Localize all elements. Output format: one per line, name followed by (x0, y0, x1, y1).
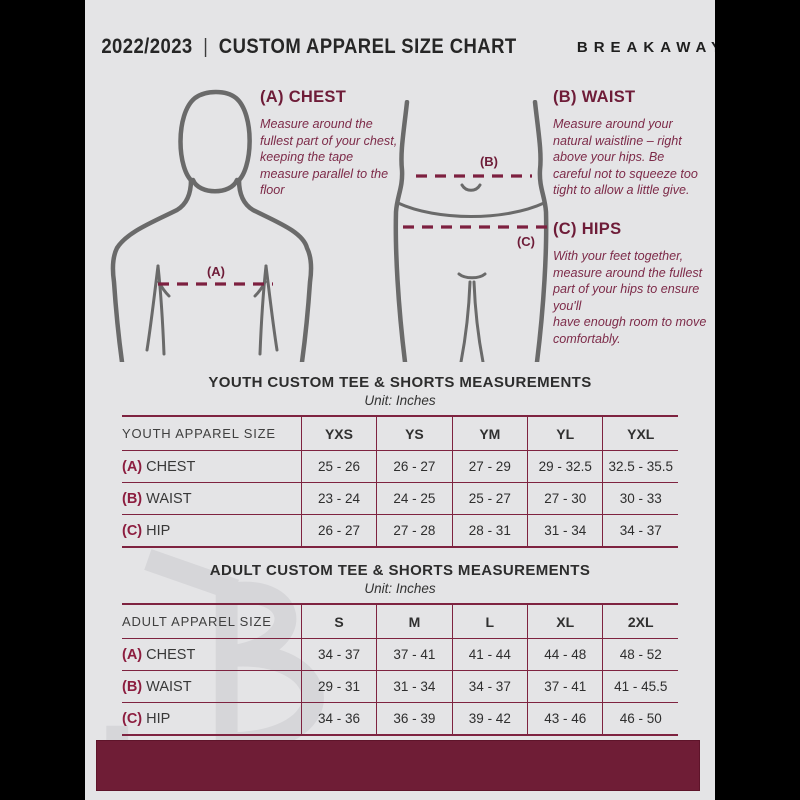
hips-line-label: (C) (517, 234, 535, 249)
measurement-cell: 31 - 34 (376, 670, 453, 703)
adult-table-title: ADULT CUSTOM TEE & SHORTS MEASUREMENTS (209, 562, 591, 579)
table-header-row: ADULT APPAREL SIZE S M L XL 2XL (122, 604, 678, 639)
row-label: (A) CHEST (122, 450, 302, 483)
table-row: (C) HIP 34 - 36 36 - 39 39 - 42 43 - 46 … (122, 702, 678, 735)
table-row: (C) HIP 26 - 27 27 - 28 28 - 31 31 - 34 … (122, 514, 678, 547)
size-header-cell: YXL (602, 416, 678, 451)
size-header-cell: YL (527, 416, 603, 451)
measurement-cell: 29 - 31 (300, 670, 377, 703)
measurement-cell: 29 - 32.5 (527, 450, 603, 483)
row-prefix: (B) (122, 678, 143, 695)
size-header-cell: YS (376, 416, 453, 451)
chest-body-text: Measure around the fullest part of your … (260, 117, 398, 198)
row-prefix: (A) (122, 458, 143, 475)
measurement-cell: 30 - 33 (602, 482, 678, 515)
header-title: 2022/2023 | CUSTOM APPAREL SIZE CHART (101, 35, 516, 59)
table-row: (B) WAIST 29 - 31 31 - 34 34 - 37 37 - 4… (122, 670, 678, 703)
measurement-cell: 23 - 24 (300, 482, 377, 515)
hips-instructions: (C) HIPS With your feet together, measur… (553, 220, 713, 348)
size-header-cell: L (451, 604, 528, 639)
measurement-cell: 37 - 41 (376, 638, 453, 671)
measurement-cell: 28 - 31 (451, 514, 528, 547)
waist-line-label: (B) (480, 154, 498, 169)
measurement-cell: 43 - 46 (527, 702, 603, 735)
adult-size-table: ADULT APPAREL SIZE S M L XL 2XL (A) CHES… (122, 603, 678, 736)
row-label-text: CHEST (146, 458, 196, 475)
measurement-cell: 27 - 28 (376, 514, 453, 547)
hips-body-text: With your feet together, measure around … (553, 249, 707, 347)
row-label: (A) CHEST (122, 638, 302, 671)
measurement-cell: 25 - 26 (300, 450, 377, 483)
measurement-cell: 32.5 - 35.5 (602, 450, 678, 483)
youth-table-title: YOUTH CUSTOM TEE & SHORTS MEASUREMENTS (208, 374, 592, 391)
measurement-cell: 37 - 41 (527, 670, 603, 703)
page-title: CUSTOM APPAREL SIZE CHART (218, 35, 517, 58)
size-header-cell: 2XL (602, 604, 678, 639)
header: 2022/2023 | CUSTOM APPAREL SIZE CHART BR… (85, 0, 715, 76)
measurement-cell: 44 - 48 (527, 638, 603, 671)
size-header-cell: YM (451, 416, 528, 451)
brand-name: BREAKAWAY (576, 38, 715, 56)
youth-table-unit: Unit: Inches (364, 393, 436, 408)
lower-body-figure-icon: (B) (C) (393, 100, 553, 362)
table-row: (A) CHEST 25 - 26 26 - 27 27 - 29 29 - 3… (122, 450, 678, 483)
row-prefix: (C) (122, 710, 143, 727)
row-label: (B) WAIST (122, 670, 302, 703)
adult-size-table-section: ADULT CUSTOM TEE & SHORTS MEASUREMENTS U… (85, 562, 715, 736)
row-prefix: (C) (122, 522, 143, 539)
measurement-cell: 46 - 50 (602, 702, 678, 735)
size-column-label: ADULT APPAREL SIZE (122, 614, 272, 629)
measurement-cell: 41 - 45.5 (602, 670, 678, 703)
waist-heading: (B) WAIST (553, 88, 636, 106)
youth-size-table-section: YOUTH CUSTOM TEE & SHORTS MEASUREMENTS U… (85, 374, 715, 548)
measurement-cell: 39 - 42 (451, 702, 528, 735)
chest-instructions: (A) CHEST Measure around the fullest par… (260, 88, 398, 199)
table-header-row: YOUTH APPAREL SIZE YXS YS YM YL YXL (122, 416, 678, 451)
row-label: (B) WAIST (122, 482, 302, 515)
adult-table-unit: Unit: Inches (364, 581, 436, 596)
youth-size-table: YOUTH APPAREL SIZE YXS YS YM YL YXL (A) … (122, 415, 678, 548)
measurement-cell: 48 - 52 (602, 638, 678, 671)
row-label-text: WAIST (146, 678, 192, 695)
size-chart-page: 2022/2023 | CUSTOM APPAREL SIZE CHART BR… (85, 0, 715, 800)
row-label: (C) HIP (122, 702, 302, 735)
row-label-text: HIP (146, 522, 171, 539)
chest-heading: (A) CHEST (260, 88, 347, 106)
hips-heading: (C) HIPS (553, 220, 622, 238)
chest-line-label: (A) (207, 264, 225, 279)
footer-bar (96, 740, 700, 791)
measurement-cell: 36 - 39 (376, 702, 453, 735)
size-header-cell: S (300, 604, 377, 639)
size-header-cell: YXS (300, 416, 377, 451)
table-row: (A) CHEST 34 - 37 37 - 41 41 - 44 44 - 4… (122, 638, 678, 671)
waist-instructions: (B) WAIST Measure around your natural wa… (553, 88, 705, 199)
measurement-cell: 25 - 27 (451, 482, 528, 515)
measurement-cell: 27 - 30 (527, 482, 603, 515)
waist-body-text: Measure around your natural waistline – … (553, 117, 698, 198)
measurement-cell: 34 - 37 (300, 638, 377, 671)
row-label-text: HIP (146, 710, 171, 727)
measurement-guide: (A) (B) (C) (A) CHEST Measure around the… (85, 76, 715, 364)
measurement-cell: 26 - 27 (300, 514, 377, 547)
season-label: 2022/2023 (101, 35, 193, 58)
measurement-cell: 27 - 29 (451, 450, 528, 483)
measurement-cell: 34 - 36 (300, 702, 377, 735)
size-header-cell: M (376, 604, 453, 639)
row-prefix: (B) (122, 490, 143, 507)
row-label-text: CHEST (146, 646, 196, 663)
upper-body-figure-icon: (A) (110, 89, 314, 362)
row-prefix: (A) (122, 646, 143, 663)
measurement-cell: 34 - 37 (602, 514, 678, 547)
size-column-label: YOUTH APPAREL SIZE (122, 426, 276, 441)
measurement-cell: 34 - 37 (451, 670, 528, 703)
measurement-cell: 24 - 25 (376, 482, 453, 515)
table-row: (B) WAIST 23 - 24 24 - 25 25 - 27 27 - 3… (122, 482, 678, 515)
measurement-cell: 41 - 44 (451, 638, 528, 671)
measurement-cell: 31 - 34 (527, 514, 603, 547)
measurement-cell: 26 - 27 (376, 450, 453, 483)
size-header-cell: XL (527, 604, 603, 639)
row-label: (C) HIP (122, 514, 302, 547)
row-label-text: WAIST (146, 490, 192, 507)
header-divider: | (203, 35, 209, 58)
